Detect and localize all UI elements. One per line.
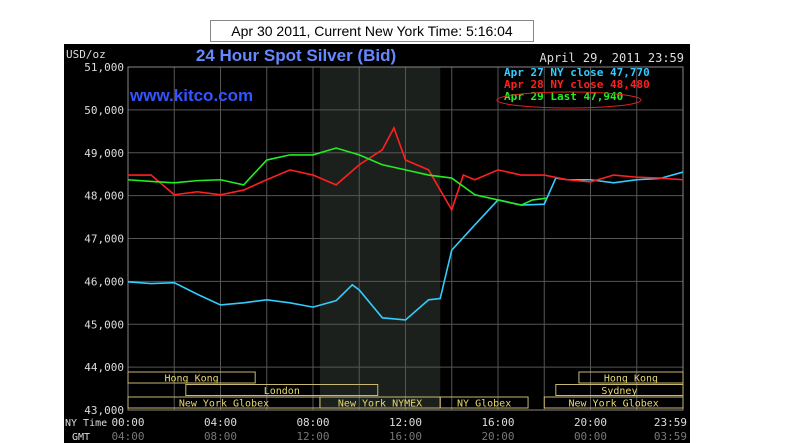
y-tick-label: 49,000 bbox=[84, 147, 124, 160]
y-tick-label: 43,000 bbox=[84, 404, 124, 417]
x-tick-gmt: 03:59 bbox=[654, 430, 687, 443]
x-tick-ny: 12:00 bbox=[389, 416, 422, 429]
x-tick-ny: 16:00 bbox=[481, 416, 514, 429]
current-time-header: Apr 30 2011, Current New York Time: 5:16… bbox=[210, 20, 534, 42]
x-tick-ny: 04:00 bbox=[204, 416, 237, 429]
chart-title: 24 Hour Spot Silver (Bid) bbox=[196, 46, 396, 65]
y-tick-label: 51,000 bbox=[84, 61, 124, 74]
x-row-label-ny: NY Time bbox=[65, 418, 107, 429]
x-tick-gmt: 00:00 bbox=[574, 430, 607, 443]
x-tick-gmt: 08:00 bbox=[204, 430, 237, 443]
session-bar bbox=[555, 384, 684, 396]
plot-border bbox=[127, 66, 684, 411]
y-tick-label: 48,000 bbox=[84, 190, 124, 203]
legend-entry: Apr 27 NY close 47,770 bbox=[504, 66, 650, 79]
silver-chart: Hong Kong Hong Kong London Sydney New York G… bbox=[64, 44, 690, 443]
legend-highlight-ellipse bbox=[496, 91, 642, 109]
y-tick-label: 46,000 bbox=[84, 275, 124, 288]
x-tick-gmt: 12:00 bbox=[296, 430, 329, 443]
y-axis-label: USD/oz bbox=[66, 48, 106, 61]
series-line-2 bbox=[128, 125, 684, 212]
x-tick-ny: 08:00 bbox=[296, 416, 329, 429]
x-tick-gmt: 04:00 bbox=[111, 430, 144, 443]
legend-entry: Apr 28 NY close 48,480 bbox=[504, 78, 650, 91]
session-bar bbox=[543, 396, 684, 409]
series-line-1 bbox=[127, 171, 684, 321]
y-tick-label: 50,000 bbox=[84, 104, 124, 117]
session-bar bbox=[578, 371, 684, 384]
session-label: Sydney bbox=[601, 386, 637, 397]
y-tick-label: 47,000 bbox=[84, 233, 124, 246]
x-tick-ny: 23:59 bbox=[654, 416, 687, 429]
x-tick-gmt: 16:00 bbox=[389, 430, 422, 443]
x-tick-ny: 20:00 bbox=[574, 416, 607, 429]
y-tick-label: 44,000 bbox=[84, 361, 124, 374]
x-tick-ny: 00:00 bbox=[111, 416, 144, 429]
session-label: Hong Kong bbox=[165, 374, 219, 385]
session-bar bbox=[439, 396, 529, 409]
session-bar bbox=[127, 371, 256, 384]
y-tick-label: 45,000 bbox=[84, 318, 124, 331]
watermark: www.kitco.com bbox=[129, 86, 253, 105]
date-label: April 29, 2011 23:59 bbox=[540, 51, 685, 65]
session-label: New York Globex bbox=[568, 399, 658, 410]
session-bar bbox=[185, 384, 379, 396]
series-line-3 bbox=[127, 147, 547, 206]
x-tick-gmt: 20:00 bbox=[481, 430, 514, 443]
session-label: New York NYMEX bbox=[338, 399, 422, 410]
session-label: New York Globex bbox=[179, 399, 269, 410]
x-row-label-gmt: GMT bbox=[72, 432, 90, 443]
session-label: NY Globex bbox=[457, 399, 511, 410]
session-label: Hong Kong bbox=[604, 374, 658, 385]
session-label: London bbox=[264, 386, 300, 397]
